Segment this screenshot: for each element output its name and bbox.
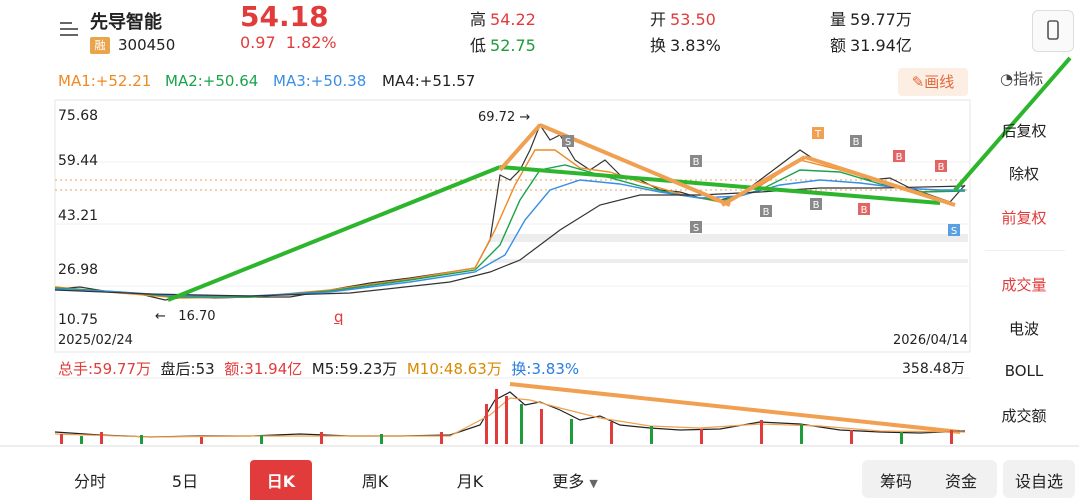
- stat-turnover: 换 3.83%: [650, 36, 721, 55]
- gauge-icon: ◔: [1000, 70, 1014, 88]
- menu-icon[interactable]: [58, 18, 80, 38]
- funds-button[interactable]: 资金: [944, 472, 977, 491]
- volume-bar: [320, 432, 323, 444]
- svg-text:B: B: [938, 162, 945, 173]
- stat-high: 高 54.22: [470, 10, 536, 29]
- svg-text:B: B: [693, 157, 700, 168]
- svg-text:T: T: [814, 129, 822, 140]
- custom-bg: [1003, 460, 1075, 498]
- margin-badge: 融: [90, 37, 110, 54]
- volume-bar: [760, 420, 763, 444]
- no-adjust-button[interactable]: 除权: [1008, 165, 1039, 183]
- volume-bar: [505, 396, 508, 444]
- volume-bar: [440, 432, 443, 444]
- ma1-value: MA1:+52.21: [58, 72, 152, 90]
- y-tick-3: 43.21: [58, 208, 99, 224]
- svg-text:B: B: [763, 207, 770, 218]
- stat-amount: 额 31.94亿: [830, 36, 912, 55]
- caret-down-icon: ▼: [589, 477, 598, 490]
- svg-text:B: B: [861, 205, 868, 216]
- volume-bar: [80, 436, 83, 444]
- volume-max: 358.48万: [902, 361, 965, 377]
- start-date: 2025/02/24: [58, 333, 133, 348]
- tab-monthly-k[interactable]: 月K: [456, 472, 484, 491]
- tab-5day[interactable]: 5日: [171, 472, 199, 491]
- stock-code: 300450: [118, 36, 176, 54]
- ma3-value: MA3:+50.38: [273, 72, 367, 90]
- stat-open: 开 53.50: [650, 10, 716, 29]
- chips-funds-group: [862, 460, 997, 498]
- end-date: 2026/04/14: [893, 333, 968, 348]
- y-tick-2: 59.44: [58, 153, 99, 169]
- volume-bar: [380, 434, 383, 444]
- landscape-button[interactable]: [1032, 10, 1074, 52]
- volume-bar: [60, 434, 63, 444]
- volume-bar: [850, 430, 853, 444]
- phone-rotate-icon: [1047, 20, 1059, 40]
- q-marker: q: [334, 308, 344, 326]
- side-divider: [985, 250, 1065, 251]
- volume-bar: [950, 430, 953, 444]
- svg-text:B: B: [813, 200, 820, 211]
- high-marker: 69.72 →: [478, 110, 531, 125]
- volume-bar: [140, 435, 143, 444]
- volume-bar: [610, 422, 613, 444]
- volume-bar: [200, 437, 203, 444]
- tab-more[interactable]: 更多 ▼: [552, 472, 598, 491]
- tab-daily-k[interactable]: 日K: [266, 472, 296, 491]
- stat-volume: 量 59.77万: [830, 10, 912, 29]
- tab-intraday[interactable]: 分时: [73, 472, 106, 491]
- chips-button[interactable]: 筹码: [879, 472, 912, 491]
- svg-text:B: B: [853, 137, 860, 148]
- y-tick-4: 26.98: [58, 262, 99, 278]
- back-adjust-button[interactable]: 后复权: [1001, 122, 1047, 140]
- volume-bar: [570, 419, 573, 444]
- ma4-value: MA4:+51.57: [382, 72, 476, 90]
- volume-bar: [700, 429, 703, 444]
- volume-info: 总手:59.77万 盘后:53 额:31.94亿 M5:59.23万 M10:4…: [58, 360, 580, 378]
- price-change: 0.97 1.82%: [240, 33, 337, 52]
- svg-text:S: S: [693, 223, 699, 234]
- svg-text:S: S: [565, 137, 571, 148]
- draw-line-button[interactable]: ✎画线: [898, 68, 968, 96]
- volume-bar: [520, 404, 523, 444]
- volume-bar: [485, 404, 488, 444]
- y-tick-1: 75.68: [58, 108, 99, 124]
- svg-text:B: B: [896, 152, 903, 163]
- volume-indicator-button[interactable]: 成交量: [1001, 276, 1047, 294]
- add-watchlist-button[interactable]: 设自选: [1014, 472, 1063, 491]
- wave-indicator-button[interactable]: 电波: [1008, 320, 1039, 338]
- ma2-value: MA2:+50.64: [165, 72, 259, 90]
- volume-bar: [800, 424, 803, 444]
- tab-daily-k-bg: [250, 460, 312, 500]
- current-price: 54.18: [240, 0, 329, 33]
- stat-low: 低 52.75: [470, 36, 536, 55]
- volume-bar: [260, 435, 263, 444]
- boll-indicator-button[interactable]: BOLL: [1004, 362, 1044, 380]
- svg-text:S: S: [951, 226, 957, 237]
- volume-bar: [540, 409, 543, 444]
- tab-weekly-k[interactable]: 周K: [361, 472, 389, 491]
- stock-name: 先导智能: [90, 12, 162, 33]
- volume-bar: [100, 432, 103, 444]
- y-tick-5: 10.75: [58, 312, 99, 328]
- volume-bar: [650, 426, 653, 444]
- indicator-button[interactable]: ◔指标: [1000, 70, 1044, 88]
- volume-bar: [495, 389, 498, 444]
- forward-adjust-button[interactable]: 前复权: [1001, 209, 1047, 227]
- amount-indicator-button[interactable]: 成交额: [1001, 407, 1047, 425]
- low-marker: ← 16.70: [155, 309, 216, 324]
- volume-bar: [900, 432, 903, 444]
